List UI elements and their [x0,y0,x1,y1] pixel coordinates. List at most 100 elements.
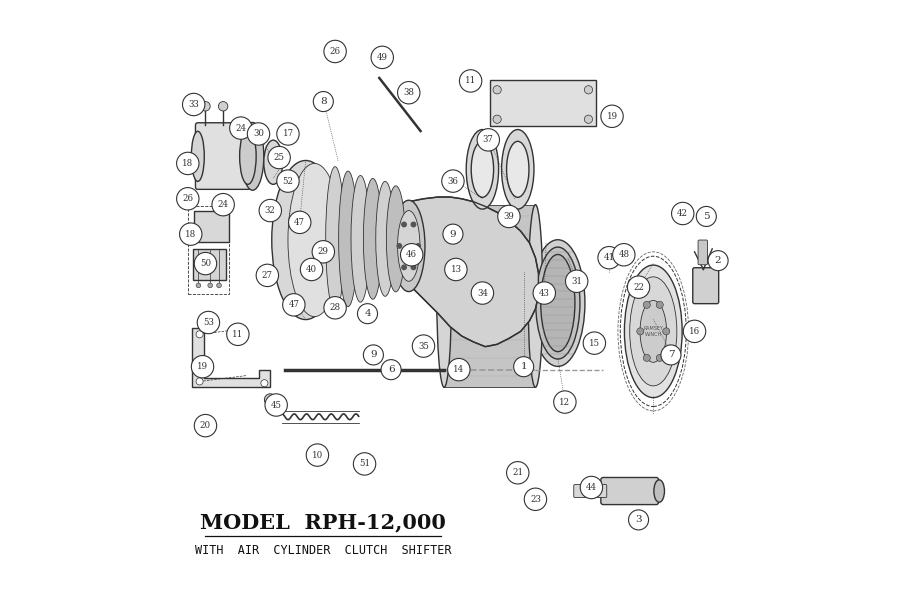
Text: 3: 3 [635,516,642,525]
Circle shape [212,194,234,216]
Circle shape [628,510,649,530]
Text: 33: 33 [188,100,199,109]
Ellipse shape [541,255,575,352]
Text: 29: 29 [318,247,328,256]
Text: 31: 31 [572,277,582,286]
Circle shape [683,320,706,343]
Ellipse shape [351,175,370,302]
Text: 24: 24 [218,200,229,209]
Circle shape [401,265,407,271]
Ellipse shape [640,300,667,362]
Text: 19: 19 [197,362,208,371]
Text: 2: 2 [715,256,722,265]
Circle shape [277,123,299,145]
Circle shape [601,105,623,127]
Text: 22: 22 [633,282,644,292]
Ellipse shape [507,141,529,197]
Text: 14: 14 [454,365,464,374]
Ellipse shape [338,171,357,307]
Ellipse shape [241,123,264,190]
Text: 7: 7 [668,350,674,359]
Circle shape [381,359,401,379]
Text: 35: 35 [418,342,429,350]
Circle shape [459,70,482,92]
Ellipse shape [654,480,664,502]
Text: 13: 13 [450,265,462,274]
Text: WITH  AIR  CYLINDER  CLUTCH  SHIFTER: WITH AIR CYLINDER CLUTCH SHIFTER [195,544,452,557]
Text: 53: 53 [203,318,214,327]
Circle shape [400,243,423,266]
Circle shape [396,243,402,249]
Circle shape [443,224,463,244]
Circle shape [598,246,620,269]
Circle shape [230,117,252,139]
Text: 47: 47 [288,300,300,310]
Circle shape [358,459,367,469]
Circle shape [644,301,651,308]
Text: 10: 10 [311,451,323,459]
Ellipse shape [528,205,543,387]
Circle shape [248,123,270,145]
Text: 24: 24 [235,124,247,133]
Ellipse shape [536,247,580,359]
Circle shape [565,270,588,292]
Ellipse shape [264,140,283,184]
Text: 46: 46 [406,250,418,259]
Text: 49: 49 [377,53,388,62]
Circle shape [398,82,420,104]
Ellipse shape [376,181,394,296]
Text: 11: 11 [465,76,476,85]
Circle shape [283,294,305,316]
Text: 18: 18 [185,230,196,239]
Text: 19: 19 [607,112,617,121]
Text: 44: 44 [586,483,597,492]
Circle shape [584,86,592,94]
Circle shape [196,283,201,288]
Circle shape [644,355,651,362]
Ellipse shape [239,128,256,184]
Circle shape [176,188,199,210]
Circle shape [442,170,464,192]
Circle shape [268,146,291,169]
Text: 42: 42 [677,209,688,218]
Text: 39: 39 [503,212,515,221]
Circle shape [196,378,203,385]
Ellipse shape [625,265,682,398]
Text: 34: 34 [477,288,488,298]
Circle shape [197,311,220,334]
Circle shape [196,331,203,338]
Text: 36: 36 [447,176,458,186]
Circle shape [401,221,407,227]
FancyBboxPatch shape [195,123,250,189]
FancyBboxPatch shape [491,80,596,126]
Text: MODEL  RPH-12,000: MODEL RPH-12,000 [201,513,446,533]
FancyBboxPatch shape [194,211,229,242]
Circle shape [472,282,493,304]
Text: 43: 43 [539,288,550,298]
Ellipse shape [392,200,425,292]
Circle shape [183,94,205,115]
Circle shape [265,394,276,406]
Circle shape [259,200,282,222]
Ellipse shape [288,163,341,317]
Ellipse shape [364,178,382,299]
Circle shape [357,304,377,324]
Circle shape [445,258,467,281]
Text: 23: 23 [530,495,541,504]
Text: 1: 1 [520,362,527,371]
Circle shape [265,394,287,416]
Circle shape [554,391,576,413]
Circle shape [507,462,529,484]
Circle shape [256,264,278,287]
Circle shape [493,86,501,94]
Ellipse shape [531,240,585,366]
Circle shape [410,265,417,271]
Text: 50: 50 [200,259,211,268]
Circle shape [697,207,716,227]
Text: 6: 6 [388,365,394,374]
Text: 52: 52 [283,176,293,186]
Circle shape [313,92,333,111]
Circle shape [493,115,501,123]
Text: 25: 25 [274,153,284,162]
Circle shape [219,102,228,111]
